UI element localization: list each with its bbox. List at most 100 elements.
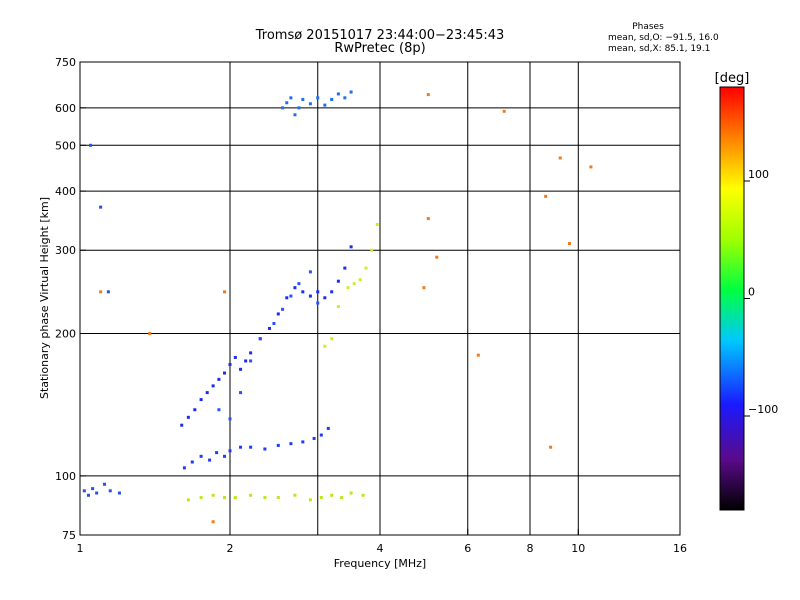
data-point xyxy=(99,290,103,294)
data-point xyxy=(330,97,334,101)
data-point xyxy=(301,440,305,444)
data-point xyxy=(228,362,232,366)
y-tick-label: 400 xyxy=(55,185,76,198)
colorbar-label: [deg] xyxy=(715,71,750,86)
data-point xyxy=(211,493,215,497)
data-point xyxy=(319,496,323,500)
data-point xyxy=(323,344,327,348)
data-point xyxy=(285,296,289,300)
data-point xyxy=(426,93,430,97)
chart-subtitle: RwPretec (8p) xyxy=(334,41,425,56)
data-point xyxy=(91,487,95,491)
data-point xyxy=(86,493,90,497)
data-point xyxy=(281,307,285,311)
data-point xyxy=(258,337,262,341)
data-point xyxy=(223,496,227,500)
data-point xyxy=(249,351,253,355)
data-point xyxy=(193,408,197,412)
data-point xyxy=(343,96,347,100)
data-point xyxy=(233,496,237,500)
data-point xyxy=(308,102,312,106)
data-point xyxy=(82,489,86,493)
data-point xyxy=(99,205,103,209)
data-point xyxy=(208,458,212,462)
data-point xyxy=(276,443,280,447)
data-point xyxy=(217,377,221,381)
data-point xyxy=(375,223,379,227)
data-point xyxy=(223,290,227,294)
data-point xyxy=(476,353,480,357)
data-point xyxy=(330,290,334,294)
data-point xyxy=(180,423,184,427)
data-point xyxy=(422,286,426,290)
data-point xyxy=(370,248,374,252)
data-point xyxy=(249,445,253,449)
data-point xyxy=(558,156,562,160)
colorbar-tick-label: 0 xyxy=(748,286,755,299)
data-point xyxy=(301,97,305,101)
data-point xyxy=(589,165,593,169)
data-point xyxy=(343,266,347,270)
data-point xyxy=(567,241,571,245)
data-points xyxy=(82,90,593,524)
data-point xyxy=(186,415,190,419)
legend-line-x: mean, sd,X: 85.1, 19.1 xyxy=(608,44,710,54)
y-tick-label: 75 xyxy=(62,529,76,542)
data-point xyxy=(199,496,203,500)
data-point xyxy=(205,391,209,395)
data-point xyxy=(336,279,340,283)
data-point xyxy=(223,371,227,375)
data-point xyxy=(223,454,227,458)
data-point xyxy=(364,266,368,270)
data-point xyxy=(308,270,312,274)
x-tick-label: 6 xyxy=(464,542,471,555)
data-point xyxy=(301,290,305,294)
data-point xyxy=(117,491,121,495)
data-point xyxy=(276,496,280,500)
x-tick-label: 8 xyxy=(527,542,534,555)
data-point xyxy=(352,282,356,286)
data-point xyxy=(103,482,107,486)
data-point xyxy=(249,359,253,363)
data-point xyxy=(211,384,215,388)
y-tick-label: 300 xyxy=(55,244,76,257)
colorbar-tick-label: 100 xyxy=(748,168,769,181)
data-point xyxy=(108,489,112,493)
data-point xyxy=(190,460,194,464)
legend-line-o: mean, sd,O: −91.5, 16.0 xyxy=(608,33,719,43)
data-point xyxy=(289,294,293,298)
data-point xyxy=(215,451,219,455)
data-point xyxy=(186,498,190,502)
data-point xyxy=(297,106,301,110)
data-point xyxy=(281,106,285,110)
data-point xyxy=(346,286,350,290)
y-tick-label: 100 xyxy=(55,470,76,483)
data-point xyxy=(289,96,293,100)
data-point xyxy=(249,493,253,497)
y-tick-label: 200 xyxy=(55,328,76,341)
data-point xyxy=(502,109,506,113)
y-axis-label: Stationary phase Virtual Height [km] xyxy=(38,197,51,399)
x-tick-label: 10 xyxy=(571,542,585,555)
y-axis: 75 100 200 300 400 500 600 750 xyxy=(55,56,86,542)
x-tick-label: 16 xyxy=(673,542,687,555)
data-point xyxy=(544,194,548,198)
data-point xyxy=(95,491,99,495)
data-point xyxy=(316,96,320,100)
data-point xyxy=(293,113,297,117)
data-point xyxy=(358,278,362,282)
data-point xyxy=(239,445,243,449)
data-point xyxy=(349,491,353,495)
data-point xyxy=(228,417,232,421)
colorbar: [deg] 100 0 −100 xyxy=(715,71,778,511)
data-point xyxy=(336,92,340,96)
data-point xyxy=(267,326,271,330)
data-point xyxy=(340,496,344,500)
data-point xyxy=(349,90,353,94)
y-tick-label: 750 xyxy=(55,56,76,69)
data-point xyxy=(233,355,237,359)
data-point xyxy=(549,445,553,449)
data-point xyxy=(330,493,334,497)
data-point xyxy=(285,101,289,105)
data-point xyxy=(182,466,186,470)
